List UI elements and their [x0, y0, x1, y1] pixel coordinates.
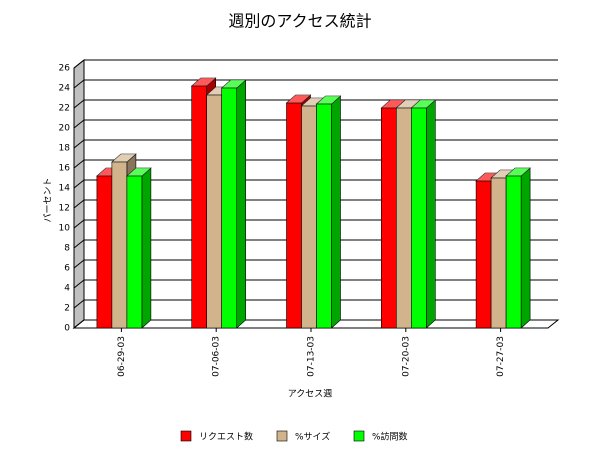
- y-tick-label: 12: [59, 204, 70, 214]
- bar-front: [490, 177, 507, 329]
- bar-front: [301, 105, 317, 329]
- y-tick-label: 26: [59, 64, 71, 74]
- bar-front: [380, 107, 397, 329]
- tick-mark: [73, 159, 85, 169]
- bar-top-light: [491, 170, 516, 178]
- bar-front: [410, 107, 427, 329]
- tick-mark: [73, 119, 85, 129]
- bar-top-light: [411, 100, 436, 108]
- bar-front: [126, 175, 143, 329]
- tick-mark: [73, 99, 85, 109]
- bar-front: [206, 94, 222, 329]
- bar-side-shade: [331, 96, 341, 328]
- bar: [126, 167, 152, 329]
- tick-mark: [73, 259, 85, 269]
- tick-mark: [73, 279, 85, 289]
- bar-front: [96, 175, 113, 329]
- tick-mark: [73, 179, 85, 189]
- x-tick-label: 07-13-03: [307, 336, 317, 377]
- bar-side-shade: [521, 168, 531, 328]
- tick-mark: [73, 199, 85, 209]
- y-tick-label: 16: [59, 164, 71, 174]
- bar-side-shade: [426, 100, 436, 328]
- chart-title: 週別のアクセス統計: [228, 12, 371, 31]
- bar-front: [286, 102, 302, 329]
- x-tick-label: 07-20-03: [401, 336, 411, 377]
- bar-top-light: [316, 96, 341, 104]
- legend-label: %訪問数: [372, 431, 408, 443]
- y-tick-label: 4: [64, 284, 70, 294]
- y-tick-label: 20: [59, 124, 71, 134]
- bar-front: [505, 175, 522, 329]
- bar-top-light: [191, 78, 216, 86]
- bar-top-light: [506, 168, 531, 176]
- bar-top-light: [396, 100, 421, 108]
- x-tick-label: 07-27-03: [496, 336, 506, 377]
- bar: [315, 95, 342, 329]
- y-tick-label: 0: [64, 324, 70, 334]
- tick-mark: [73, 139, 85, 149]
- bar-front: [475, 180, 492, 329]
- bar-front: [191, 85, 207, 329]
- bar-front: [111, 161, 128, 329]
- bar: [220, 79, 247, 329]
- bar: [505, 167, 531, 329]
- bar-top-light: [221, 80, 246, 88]
- tick-mark: [73, 239, 85, 249]
- y-tick-label: 8: [64, 244, 70, 254]
- tick-mark: [73, 219, 85, 229]
- bar-top-light: [126, 168, 151, 176]
- bar-top-light: [381, 100, 406, 108]
- bar-front: [395, 107, 412, 329]
- bar-front: [316, 103, 332, 329]
- bar-front: [221, 87, 237, 329]
- left-wall: [73, 58, 85, 330]
- bar-top-light: [301, 98, 326, 106]
- bar: [410, 99, 437, 329]
- y-axis-label: パーセント: [43, 177, 54, 222]
- x-axis-label: アクセス週: [288, 389, 333, 400]
- y-tick-label: 14: [59, 184, 71, 194]
- tick-mark: [73, 319, 85, 329]
- y-tick-label: 24: [59, 84, 71, 94]
- legend-swatch: [180, 430, 192, 442]
- y-tick-label: 18: [59, 144, 71, 154]
- tick-mark: [73, 299, 85, 309]
- tick-mark: [73, 79, 85, 89]
- legend-label: %サイズ: [295, 431, 330, 443]
- x-tick-label: 06-29-03: [117, 336, 127, 377]
- x-tick-label: 07-06-03: [212, 336, 222, 377]
- y-tick-label: 10: [59, 224, 71, 234]
- bar-top-light: [111, 154, 136, 162]
- tick-mark: [73, 59, 85, 69]
- legend-swatch: [353, 430, 365, 442]
- bar-top-light: [286, 95, 311, 103]
- legend-label: リクエスト数: [199, 431, 253, 443]
- bar-side-shade: [236, 80, 246, 328]
- legend-swatch: [276, 430, 288, 442]
- y-tick-label: 2: [64, 304, 70, 314]
- y-tick-label: 22: [59, 104, 70, 114]
- y-tick-label: 6: [64, 264, 70, 274]
- bar-side-shade: [141, 168, 151, 328]
